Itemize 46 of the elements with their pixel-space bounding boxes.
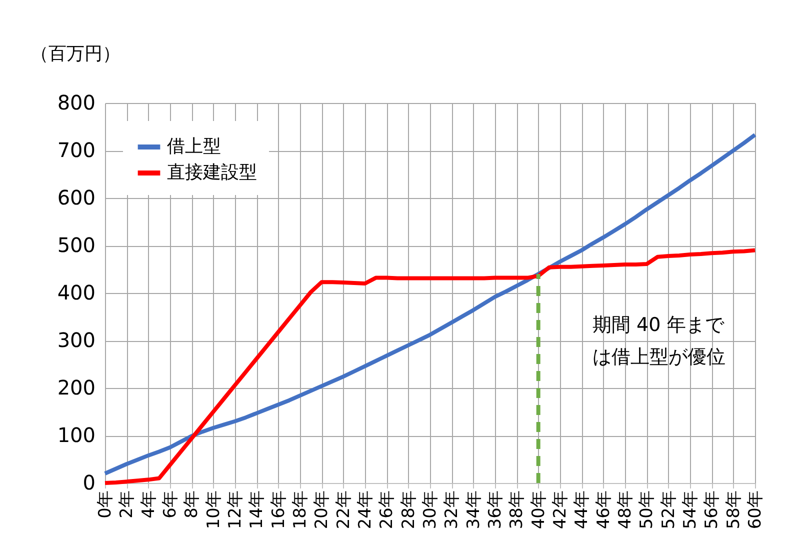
x-tick-label: 60年 bbox=[746, 490, 766, 530]
x-tick-label: 38年 bbox=[507, 490, 528, 530]
y-tick-label: 800 bbox=[57, 90, 96, 114]
x-tick-label: 24年 bbox=[356, 490, 376, 530]
x-tick-label: 44年 bbox=[572, 490, 592, 530]
x-tick-label: 26年 bbox=[377, 490, 398, 530]
x-tick-label: 50年 bbox=[637, 490, 658, 530]
x-tick-label: 56年 bbox=[702, 490, 722, 530]
x-tick-label: 2年 bbox=[117, 490, 138, 518]
legend-label: 直接建設型 bbox=[167, 162, 257, 183]
y-tick-label: 500 bbox=[57, 233, 96, 257]
x-tick-label: 58年 bbox=[724, 490, 744, 530]
y-tick-label: 700 bbox=[57, 138, 96, 162]
x-tick-label: 6年 bbox=[160, 490, 180, 518]
x-tick-label: 16年 bbox=[268, 490, 289, 530]
x-tick-label: 14年 bbox=[247, 490, 268, 530]
x-tick-label: 48年 bbox=[616, 490, 636, 530]
x-tick-label: 22年 bbox=[334, 490, 354, 530]
x-tick-label: 12年 bbox=[226, 490, 246, 530]
x-tick-label: 34年 bbox=[464, 490, 484, 530]
x-tick-label: 36年 bbox=[486, 490, 506, 530]
x-tick-label: 32年 bbox=[442, 490, 462, 530]
legend-label: 借上型 bbox=[167, 136, 221, 157]
y-tick-label: 100 bbox=[57, 423, 96, 447]
x-tick-label: 20年 bbox=[312, 490, 332, 530]
x-tick-label: 8年 bbox=[182, 490, 202, 518]
x-tick-label: 0年 bbox=[96, 490, 116, 518]
x-tick-label: 54年 bbox=[680, 490, 700, 530]
y-tick-label: 600 bbox=[57, 186, 96, 210]
x-tick-label: 46年 bbox=[594, 490, 614, 530]
line-series bbox=[103, 132, 757, 476]
x-tick-label: 28年 bbox=[398, 490, 419, 530]
y-axis-title: （百万円） bbox=[30, 44, 120, 64]
y-tick-label: 400 bbox=[57, 280, 96, 304]
y-tick-label: 0 bbox=[82, 470, 96, 494]
y-tick-label: 200 bbox=[57, 376, 96, 400]
x-tick-label: 10年 bbox=[204, 490, 224, 530]
y-tick-label: 300 bbox=[57, 328, 96, 352]
x-tick-label: 42年 bbox=[550, 490, 570, 530]
x-tick-label: 18年 bbox=[290, 490, 310, 530]
x-tick-label: 40年 bbox=[528, 490, 549, 530]
x-tick-label: 4年 bbox=[138, 490, 159, 518]
line-series bbox=[103, 248, 757, 485]
x-tick-label: 30年 bbox=[420, 490, 440, 530]
x-tick-label: 52年 bbox=[658, 490, 679, 530]
annotation: 期間 40 年までは借上型が優位 bbox=[592, 314, 726, 368]
